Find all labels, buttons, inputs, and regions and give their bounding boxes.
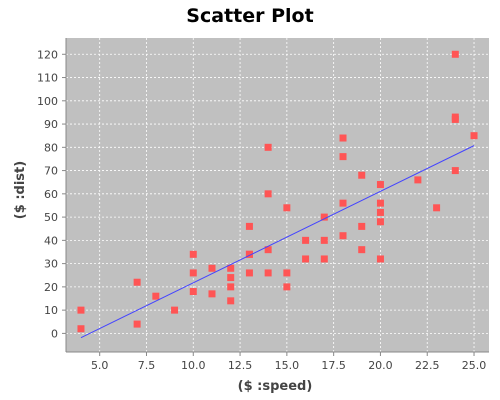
data-point	[152, 292, 160, 300]
data-point	[208, 264, 216, 272]
y-tick-label: 50	[44, 211, 58, 224]
x-tick-label: 7.5	[138, 359, 156, 372]
data-point	[189, 250, 197, 258]
data-point	[339, 153, 347, 161]
x-tick-label: 22.5	[415, 359, 440, 372]
data-point	[283, 204, 291, 212]
fit-line-group	[80, 145, 475, 339]
data-point	[171, 306, 179, 314]
data-point	[77, 306, 85, 314]
y-tick-label: 90	[44, 118, 58, 131]
data-point	[358, 171, 366, 179]
data-point	[358, 222, 366, 230]
data-point	[376, 255, 384, 263]
data-point	[189, 288, 197, 296]
data-point	[376, 218, 384, 226]
data-point	[227, 283, 235, 291]
data-point	[245, 250, 253, 258]
x-tick-label: 25.0	[462, 359, 487, 372]
data-point	[451, 167, 459, 175]
y-tick-label: 70	[44, 165, 58, 178]
data-point	[339, 232, 347, 240]
data-point	[339, 134, 347, 142]
y-tick-label: 0	[51, 327, 58, 340]
x-tick-label: 10.0	[181, 359, 206, 372]
data-point	[376, 199, 384, 207]
data-point	[77, 325, 85, 333]
x-tick-label: 15.0	[275, 359, 300, 372]
y-tick-label: 20	[44, 281, 58, 294]
y-axis-label: ($ :dist)	[13, 161, 28, 219]
data-point	[245, 269, 253, 277]
data-point	[376, 181, 384, 189]
data-point	[283, 283, 291, 291]
grid	[66, 38, 489, 352]
y-tick-label: 40	[44, 234, 58, 247]
data-point	[433, 204, 441, 212]
y-tick-label: 100	[37, 95, 58, 108]
x-tick-label: 20.0	[368, 359, 393, 372]
y-tick-label: 110	[37, 72, 58, 85]
data-point	[320, 213, 328, 221]
data-point	[227, 297, 235, 305]
data-point	[339, 199, 347, 207]
data-point	[376, 208, 384, 216]
data-point	[264, 269, 272, 277]
data-point	[302, 236, 310, 244]
data-point	[451, 50, 459, 58]
plot-area	[66, 38, 489, 352]
data-point	[264, 143, 272, 151]
data-point	[208, 290, 216, 298]
data-point	[245, 222, 253, 230]
data-point	[358, 246, 366, 254]
y-tick-label: 80	[44, 141, 58, 154]
data-point	[264, 246, 272, 254]
data-point	[189, 269, 197, 277]
axes: 5.0 7.5 10.0 12.5 15.0 17.5 20.0 22.5 25.0 0 10 20 3…	[37, 38, 489, 372]
x-tick-label: 17.5	[321, 359, 346, 372]
data-point	[283, 269, 291, 277]
y-tick-label: 30	[44, 258, 58, 271]
data-point	[133, 320, 141, 328]
data-point	[320, 236, 328, 244]
x-tick-label: 12.5	[228, 359, 253, 372]
y-tick-label: 10	[44, 304, 58, 317]
data-point	[320, 255, 328, 263]
chart-title: Scatter Plot	[186, 5, 313, 27]
data-points	[77, 50, 478, 333]
y-tick-label: 120	[37, 48, 58, 61]
data-point	[302, 255, 310, 263]
data-point	[414, 176, 422, 184]
data-point	[133, 278, 141, 286]
fit-line	[80, 145, 475, 339]
x-axis-label: ($ :speed)	[238, 379, 313, 394]
y-tick-label: 60	[44, 188, 58, 201]
data-point	[451, 113, 459, 121]
data-point	[227, 274, 235, 282]
data-point	[227, 264, 235, 272]
data-point	[264, 190, 272, 198]
data-point	[470, 132, 478, 140]
x-tick-label: 5.0	[91, 359, 109, 372]
